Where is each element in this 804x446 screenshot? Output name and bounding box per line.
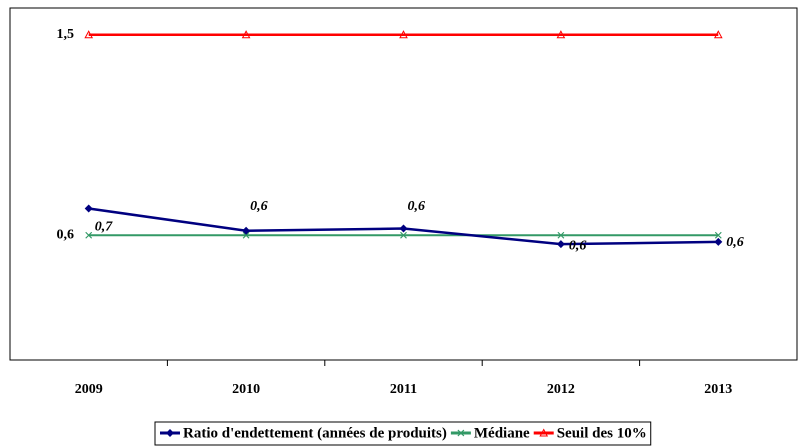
y-tick-label: 0,6 xyxy=(57,227,75,242)
legend-box xyxy=(154,421,652,446)
marker xyxy=(242,226,251,235)
marker xyxy=(84,204,93,213)
x-tick-label: 2010 xyxy=(232,382,260,397)
marker xyxy=(399,30,408,39)
marker xyxy=(457,429,465,437)
marker xyxy=(556,240,565,249)
marker xyxy=(714,231,722,239)
marker xyxy=(713,30,723,39)
legend-label: Seuil des 10% xyxy=(557,425,647,441)
data-label: 0,7 xyxy=(95,220,114,235)
marker xyxy=(556,30,566,39)
x-tick-label: 2013 xyxy=(704,382,732,397)
marker xyxy=(557,231,565,239)
y-tick-label: 1,5 xyxy=(57,27,75,42)
marker xyxy=(399,224,408,233)
data-label: 0,6 xyxy=(250,199,268,214)
data-label: 0,6 xyxy=(569,238,587,253)
legend-label: Médiane xyxy=(474,425,530,441)
legend-label: Ratio d'endettement (années de produits) xyxy=(183,425,447,441)
x-tick-label: 2012 xyxy=(547,382,575,397)
x-tick-label: 2011 xyxy=(390,382,417,397)
data-label: 0,6 xyxy=(726,235,744,250)
plot-frame xyxy=(9,7,798,361)
marker xyxy=(85,231,93,239)
legend: Ratio d'endettement (années de produits)… xyxy=(154,421,652,446)
marker xyxy=(166,429,174,437)
marker xyxy=(400,231,407,239)
marker xyxy=(714,237,723,246)
marker xyxy=(84,30,94,39)
marker xyxy=(242,231,250,239)
data-label: 0,6 xyxy=(408,199,426,214)
marker xyxy=(241,30,251,39)
x-tick-label: 2009 xyxy=(75,382,103,397)
marker xyxy=(539,428,549,437)
